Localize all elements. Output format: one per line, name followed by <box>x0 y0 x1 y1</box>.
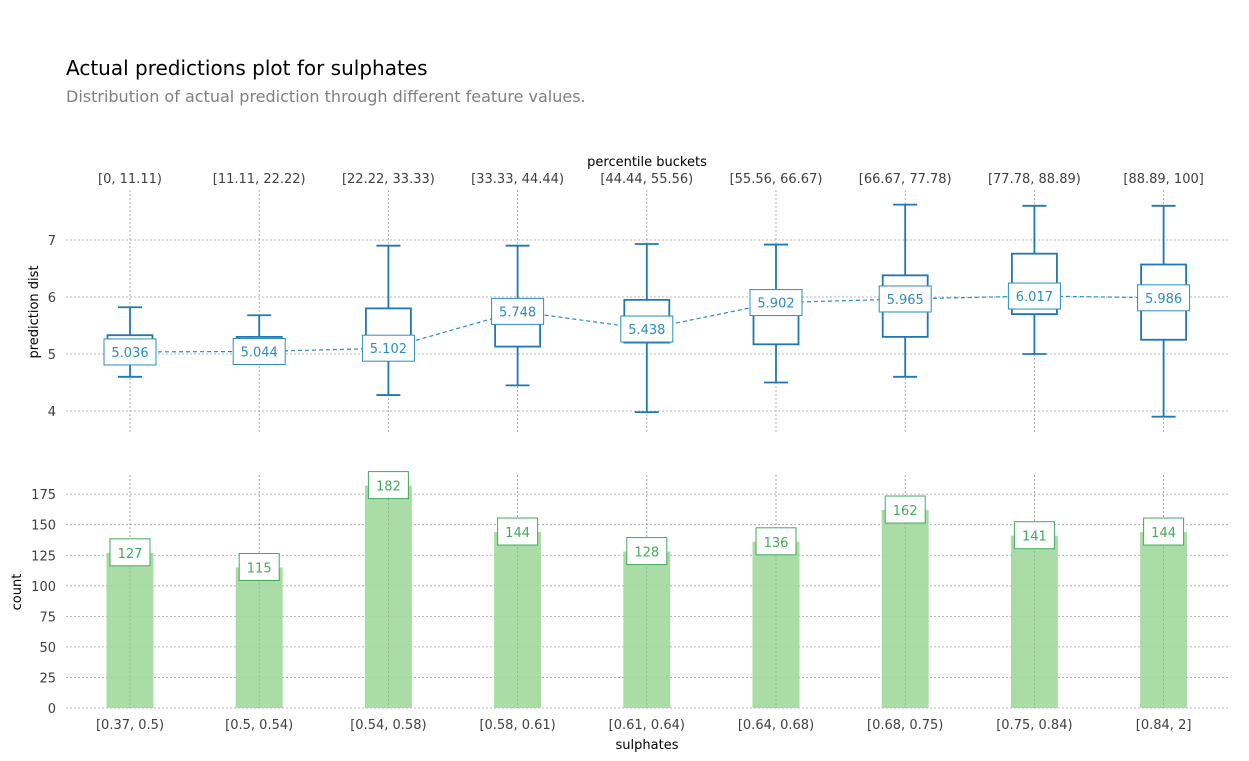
mean-label: 5.748 <box>499 305 536 320</box>
percentile-bucket-label: [88.89, 100] <box>1123 172 1203 187</box>
percentile-bucket-label: [55.56, 66.67) <box>730 172 823 187</box>
mean-label-box <box>491 297 545 325</box>
mean-label-box <box>361 334 415 362</box>
box-y-axis-title: prediction dist <box>27 265 42 358</box>
mean-label-box <box>620 315 674 343</box>
x-tick-label: [0.54, 0.58) <box>350 718 426 733</box>
count-bar <box>1010 535 1058 708</box>
x-tick-label: [0.5, 0.54) <box>225 718 293 733</box>
mean-label: 5.902 <box>757 297 794 312</box>
bar-y-tick-label: 50 <box>39 641 56 656</box>
count-bar <box>623 551 671 708</box>
percentile-bucket-label: [11.11, 22.22) <box>213 172 306 187</box>
percentile-bucket-label: [77.78, 88.89) <box>988 172 1081 187</box>
count-label: 128 <box>634 546 659 561</box>
x-tick-label: [0.37, 0.5) <box>96 718 164 733</box>
box-plot-panel: 4 5 6 7 [0, 11.11) [11.11, 22.22) [22.22, 33.3… <box>48 172 1228 433</box>
x-tick-label: [0.64, 0.68) <box>738 718 814 733</box>
mean-label-box <box>749 289 803 317</box>
count-label-box <box>755 527 797 556</box>
bar-y-tick-label: 125 <box>31 549 56 564</box>
count-label: 141 <box>1022 530 1047 545</box>
x-tick-label: [0.58, 0.61) <box>479 718 555 733</box>
bar-y-tick-label: 75 <box>39 610 56 625</box>
count-label: 136 <box>764 536 789 551</box>
count-label-box <box>497 517 539 546</box>
percentile-bucket-label: [33.33, 44.44) <box>471 172 564 187</box>
mean-label: 6.017 <box>1016 290 1053 305</box>
mean-label: 5.036 <box>111 346 148 361</box>
mean-label: 5.102 <box>370 342 407 357</box>
count-label: 144 <box>505 526 530 541</box>
count-label: 182 <box>376 480 401 495</box>
x-tick-label: [0.68, 0.75) <box>867 718 943 733</box>
count-label: 127 <box>118 547 143 562</box>
x-tick-label: [0.75, 0.84) <box>996 718 1072 733</box>
bar-y-tick-label: 150 <box>31 519 56 534</box>
percentile-bucket-label: [66.67, 77.78) <box>859 172 952 187</box>
mean-label: 5.044 <box>241 345 278 360</box>
count-label-box <box>109 538 151 567</box>
percentile-bucket-label: [22.22, 33.33) <box>342 172 435 187</box>
count-label: 162 <box>893 504 918 519</box>
count-label-box <box>367 471 409 500</box>
x-tick-label: [0.61, 0.64) <box>609 718 685 733</box>
top-axis-title: percentile buckets <box>587 155 707 170</box>
count-label: 144 <box>1151 526 1176 541</box>
mean-label: 5.965 <box>887 293 924 308</box>
bar-y-tick-label: 25 <box>39 671 56 686</box>
box-y-tick-label: 5 <box>48 348 56 363</box>
count-label-box <box>238 552 280 581</box>
chart-subtitle: Distribution of actual prediction throug… <box>66 87 586 106</box>
mean-label: 5.986 <box>1145 292 1182 307</box>
x-tick-label: [0.84, 2] <box>1136 718 1192 733</box>
count-label: 115 <box>247 561 272 576</box>
box-y-tick-label: 4 <box>48 405 56 420</box>
percentile-bucket-label: [0, 11.11) <box>98 172 162 187</box>
count-label-box <box>884 495 926 524</box>
mean-label: 5.438 <box>628 323 665 338</box>
mean-label-box <box>1007 282 1061 310</box>
count-label-box <box>626 537 668 566</box>
box-y-tick-label: 6 <box>48 291 56 306</box>
count-label-box <box>1143 517 1185 546</box>
mean-label-box <box>232 337 286 365</box>
box-y-tick-label: 7 <box>48 234 56 249</box>
bar-y-tick-label: 0 <box>48 702 56 717</box>
x-axis-title: sulphates <box>616 738 679 753</box>
count-bar-panel: 0 25 50 75 100 125 150 175 127 115 182 144 128 136 162… <box>31 471 1228 733</box>
bar-y-axis-title: count <box>10 574 25 611</box>
count-bar <box>106 552 154 708</box>
chart-title: Actual predictions plot for sulphates <box>66 56 428 80</box>
mean-line <box>129 295 1164 353</box>
bar-y-tick-label: 100 <box>31 580 56 595</box>
mean-label-box <box>878 285 932 313</box>
count-label-box <box>1013 521 1055 550</box>
mean-label-box <box>103 338 157 366</box>
mean-label-box <box>1137 284 1191 312</box>
percentile-bucket-label: [44.44, 55.56) <box>600 172 693 187</box>
bar-y-tick-label: 175 <box>31 488 56 503</box>
